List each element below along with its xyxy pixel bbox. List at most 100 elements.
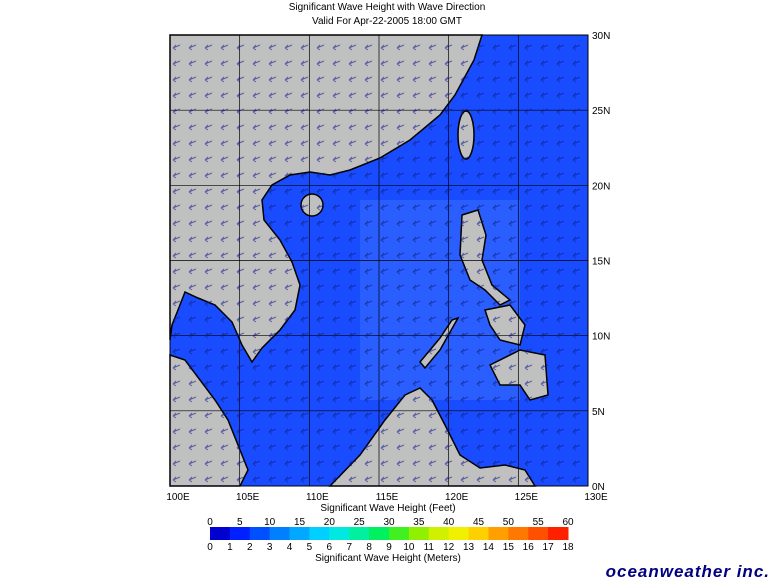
arrow: [204, 268, 213, 275]
arrow: [364, 236, 373, 243]
arrow: [204, 476, 213, 483]
arrow: [188, 236, 197, 243]
arrow: [476, 156, 485, 163]
arrow: [444, 444, 453, 451]
arrow: [188, 444, 197, 451]
arrow: [396, 476, 405, 483]
arrow: [380, 156, 389, 163]
arrow: [252, 172, 261, 179]
arrow: [492, 92, 501, 99]
arrow: [556, 316, 565, 323]
arrow: [348, 332, 357, 339]
arrow: [444, 204, 453, 211]
arrow: [284, 444, 293, 451]
arrow: [572, 124, 581, 131]
arrow: [284, 428, 293, 435]
arrow: [316, 428, 325, 435]
arrow: [508, 236, 517, 243]
arrow: [332, 412, 341, 419]
arrow: [236, 284, 245, 291]
arrow: [268, 92, 277, 99]
y-tick-label: 20N: [592, 181, 610, 192]
arrow: [540, 364, 549, 371]
feet-tick-label: 50: [503, 517, 515, 528]
arrow: [252, 108, 261, 115]
arrow: [284, 476, 293, 483]
arrow: [524, 316, 533, 323]
arrow: [204, 300, 213, 307]
arrow: [572, 476, 581, 483]
arrow: [428, 172, 437, 179]
arrow: [236, 428, 245, 435]
arrow: [460, 60, 469, 67]
arrow: [492, 172, 501, 179]
arrow: [444, 44, 453, 51]
arrow: [396, 316, 405, 323]
arrow: [460, 364, 469, 371]
arrow: [316, 268, 325, 275]
arrow: [252, 268, 261, 275]
arrow: [396, 268, 405, 275]
arrow: [204, 364, 213, 371]
arrow: [556, 220, 565, 227]
arrow: [492, 316, 501, 323]
arrow: [492, 252, 501, 259]
arrow: [412, 140, 421, 147]
arrow: [332, 300, 341, 307]
arrow: [428, 268, 437, 275]
arrow: [316, 348, 325, 355]
arrow: [252, 220, 261, 227]
arrow: [476, 60, 485, 67]
arrow: [540, 300, 549, 307]
arrow: [524, 172, 533, 179]
arrow: [364, 220, 373, 227]
arrow: [332, 252, 341, 259]
arrow: [492, 108, 501, 115]
arrow: [572, 236, 581, 243]
arrow: [172, 348, 181, 355]
arrow: [332, 316, 341, 323]
arrow: [284, 76, 293, 83]
arrow: [204, 108, 213, 115]
arrow: [252, 60, 261, 67]
arrow: [508, 428, 517, 435]
arrow: [476, 364, 485, 371]
arrow: [572, 252, 581, 259]
arrow: [476, 348, 485, 355]
arrow: [572, 44, 581, 51]
arrow: [428, 396, 437, 403]
arrow: [316, 124, 325, 131]
arrow: [524, 92, 533, 99]
arrow: [540, 220, 549, 227]
arrow: [540, 268, 549, 275]
luzon: [459, 209, 512, 306]
arrow: [348, 188, 357, 195]
x-tick-label: 100E: [166, 492, 190, 503]
arrow: [524, 188, 533, 195]
arrow: [540, 92, 549, 99]
arrow: [412, 108, 421, 115]
arrow: [524, 460, 533, 467]
arrow: [316, 380, 325, 387]
feet-tick-label: 10: [264, 517, 276, 528]
arrow: [412, 156, 421, 163]
arrow: [524, 332, 533, 339]
arrow: [316, 92, 325, 99]
arrow: [396, 300, 405, 307]
arrow: [316, 444, 325, 451]
arrow: [460, 236, 469, 243]
arrow: [492, 460, 501, 467]
arrow: [444, 428, 453, 435]
arrow: [284, 396, 293, 403]
arrow: [380, 108, 389, 115]
arrow: [236, 156, 245, 163]
arrow: [460, 348, 469, 355]
arrow: [396, 396, 405, 403]
mainland: [169, 34, 484, 364]
arrow: [412, 460, 421, 467]
arrow: [556, 364, 565, 371]
arrow: [540, 332, 549, 339]
arrow: [492, 348, 501, 355]
arrow: [284, 108, 293, 115]
arrow: [172, 236, 181, 243]
